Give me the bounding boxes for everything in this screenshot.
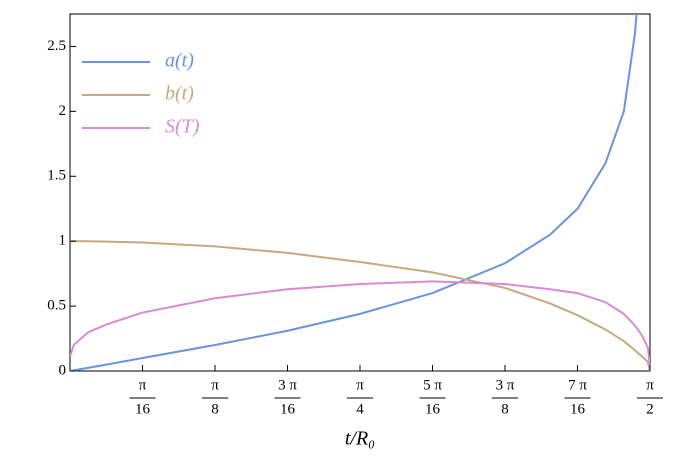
series-line — [70, 240, 650, 371]
x-tick-numerator: 5 π — [423, 377, 442, 393]
x-tick-label: π4 — [347, 377, 373, 417]
x-axis-label: t/R₀ — [345, 428, 375, 450]
y-tick-label: 1.5 — [47, 168, 66, 184]
x-tick-denominator: 8 — [211, 401, 219, 417]
x-tick-numerator: π — [139, 377, 147, 393]
legend-label: a(t) — [165, 50, 194, 72]
series-line — [70, 280, 650, 368]
x-tick-numerator: π — [646, 377, 654, 393]
x-tick-label: 3 π 8 — [492, 377, 518, 417]
y-tick-label: 2 — [59, 103, 67, 119]
x-tick-label: π2 — [637, 377, 663, 417]
legend-label: S(T) — [165, 116, 200, 138]
x-tick-label: 5 π 16 — [419, 377, 446, 417]
y-tick-label: 2.5 — [47, 38, 66, 54]
x-tick-denominator: 16 — [280, 401, 296, 417]
x-tick-numerator: 3 π — [278, 377, 297, 393]
x-tick-numerator: 3 π — [496, 377, 515, 393]
x-tick-denominator: 16 — [135, 401, 151, 417]
x-tick-numerator: 7 π — [568, 377, 587, 393]
y-tick-label: 1 — [59, 233, 67, 249]
y-tick-label: 0.5 — [47, 298, 66, 314]
series-line — [70, 14, 638, 371]
x-tick-label: π 16 — [129, 377, 156, 417]
x-tick-label: 3 π 16 — [274, 377, 301, 417]
plot-frame — [69, 13, 651, 372]
y-tick-label: 0 — [59, 362, 67, 378]
x-tick-denominator: 8 — [501, 401, 509, 417]
x-tick-denominator: 16 — [425, 401, 441, 417]
x-tick-denominator: 4 — [356, 401, 364, 417]
x-tick-numerator: π — [356, 377, 364, 393]
x-tick-denominator: 2 — [646, 401, 654, 417]
x-tick-label: 7 π 16 — [564, 377, 591, 417]
legend-label: b(t) — [165, 83, 194, 105]
curves — [70, 14, 650, 371]
x-tick-denominator: 16 — [570, 401, 586, 417]
x-tick-numerator: π — [211, 377, 219, 393]
x-tick-label: π8 — [202, 377, 228, 417]
